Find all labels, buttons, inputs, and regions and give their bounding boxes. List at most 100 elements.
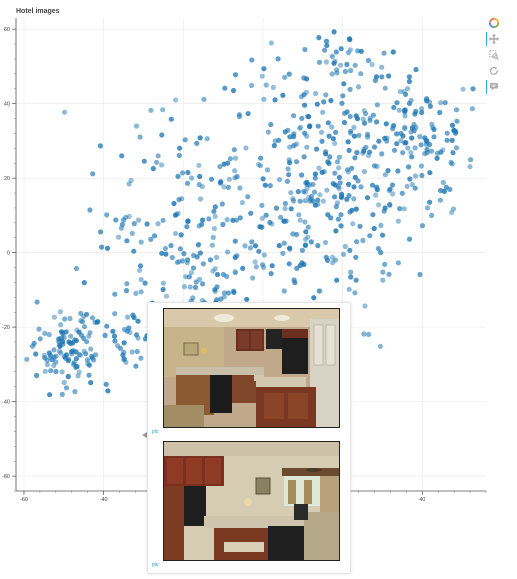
scatter-point [330,136,336,142]
scatter-point [353,277,359,283]
scatter-point [302,198,308,204]
scatter-point [133,363,139,369]
hotel-kitchen-photo [163,308,340,428]
scatter-point [325,159,331,165]
scatter-point [138,239,144,245]
scatter-point [336,174,342,180]
scatter-point [249,57,255,63]
scatter-point [380,277,386,283]
scatter-point [125,314,131,320]
hover-tool-icon[interactable] [486,80,501,94]
scatter-point [438,149,444,155]
scatter-point [204,136,210,142]
scatter-point [290,231,296,237]
scatter-point [326,133,332,139]
scatter-point [292,280,298,286]
scatter-point [394,131,400,137]
scatter-point [58,322,64,328]
x-tick-label: -60 [20,497,28,503]
scatter-point [404,183,410,189]
scatter-point [212,213,218,219]
scatter-points [24,29,476,436]
scatter-point [323,254,329,260]
scatter-point [86,372,92,378]
scatter-point [361,146,367,152]
scatter-point [207,257,213,263]
scatter-point [352,174,358,180]
scatter-point [209,242,215,248]
scatter-point [460,86,466,92]
scatter-point [252,243,259,249]
scatter-point [135,335,141,341]
scatter-point [155,221,161,227]
scatter-point [282,129,288,135]
scatter-point [407,176,413,182]
scatter-point [42,368,48,374]
scatter-point [73,265,80,272]
scatter-point [263,212,269,218]
scatter-point [253,264,259,270]
scatter-point [294,141,300,147]
scatter-point [286,71,292,77]
scatter-point [355,84,362,90]
scatter-point [181,284,187,290]
scatter-point [33,351,39,357]
scatter-point [332,257,338,263]
scatter-point [119,153,125,159]
scatter-point [212,266,218,272]
scatter-point [449,137,455,143]
scatter-point [46,350,52,356]
scatter-point [185,257,191,263]
scatter-point [293,159,300,165]
scatter-point [362,303,368,309]
tooltip-pic-label: pic: [152,429,160,435]
scatter-point [160,286,166,293]
scatter-point [299,260,305,266]
scatter-point [334,277,340,283]
scatter-point [348,68,354,74]
scatter-point [249,82,255,89]
scatter-point [336,185,342,191]
scatter-point [42,355,48,361]
scatter-point [176,152,182,159]
bokeh-logo-icon[interactable] [487,16,501,30]
scatter-point [347,86,353,92]
scatter-point [297,217,303,223]
scatter-point [37,336,43,342]
scatter-point [276,243,282,249]
scatter-point [361,168,367,175]
scatter-point [278,214,284,220]
scatter-point [333,228,339,234]
scatter-point [271,143,277,149]
scatter-point [59,391,65,397]
scatter-point [346,181,352,187]
scatter-point [256,248,262,254]
scatter-point [361,331,367,337]
scatter-point [333,49,339,55]
scatter-point [224,217,230,223]
scatter-point [450,150,456,156]
scatter-point [148,236,154,242]
scatter-point [98,229,104,235]
scatter-point [110,328,116,334]
scatter-point [86,362,92,368]
pan-tool-icon[interactable] [486,32,501,46]
reset-tool-icon[interactable] [487,64,501,78]
scatter-point [104,323,110,329]
scatter-point [402,107,408,113]
scatter-point [218,179,224,185]
scatter-point [225,184,231,190]
scatter-point [236,114,242,120]
scatter-point [437,197,443,203]
scatter-point [221,290,228,296]
scatter-point [268,121,274,128]
scatter-point [60,330,66,336]
scatter-point [385,168,391,174]
scatter-point [341,119,348,126]
tooltip-pic-label: pic: [152,562,160,568]
box-zoom-tool-icon[interactable] [487,48,501,62]
scatter-point [362,120,368,126]
scatter-point [265,129,271,135]
scatter-point [225,290,232,296]
